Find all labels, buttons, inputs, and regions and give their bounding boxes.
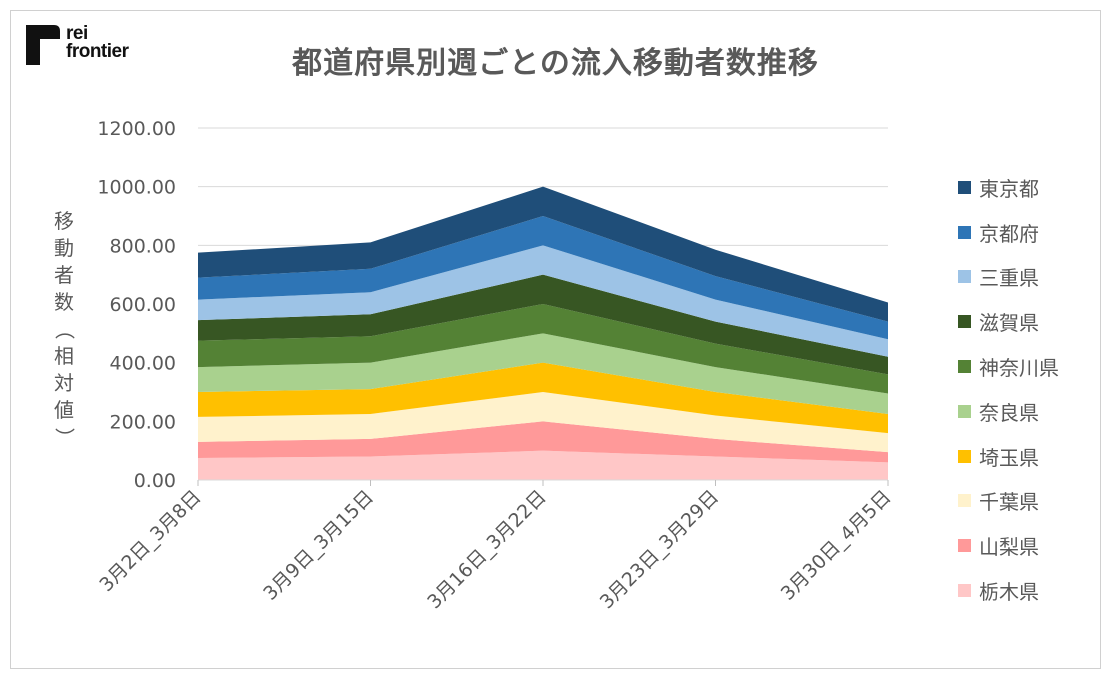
- legend-item: 京都府: [958, 210, 1059, 255]
- legend-label: 東京都: [979, 176, 1039, 201]
- y-tick-label: 600.00: [110, 294, 176, 316]
- y-axis-label-char: 者: [54, 263, 74, 287]
- legend-label: 滋賀県: [979, 311, 1039, 336]
- legend-item: 神奈川県: [958, 344, 1059, 389]
- area-series-奈良県: [198, 333, 888, 414]
- area-series-神奈川県: [198, 304, 888, 394]
- x-tick-label: 3月23日_3月29日: [596, 486, 723, 613]
- y-axis-label-char: 数: [54, 290, 74, 314]
- legend-item: 東京都: [958, 165, 1059, 210]
- y-axis-label-char: 値: [54, 398, 74, 422]
- legend-item: 奈良県: [958, 389, 1059, 434]
- y-axis-label-char: 対: [54, 371, 74, 395]
- chart-title: 都道府県別週ごとの流入移動者数推移: [292, 46, 819, 81]
- area-series-栃木県: [198, 450, 888, 480]
- legend-item: 千葉県: [958, 479, 1059, 524]
- y-tick-label: 200.00: [110, 411, 176, 433]
- area-series-埼玉県: [198, 362, 888, 434]
- legend-item: 滋賀県: [958, 299, 1059, 344]
- legend-label: 神奈川県: [979, 356, 1059, 381]
- legend-swatch: [958, 315, 971, 329]
- legend-swatch: [958, 225, 971, 239]
- y-tick-label: 800.00: [110, 235, 176, 257]
- legend-swatch: [958, 270, 971, 284]
- legend-label: 京都府: [979, 221, 1039, 246]
- area-series-三重県: [198, 245, 888, 357]
- legend-label: 三重県: [979, 266, 1039, 291]
- x-tick-label: 3月30日_4月5日: [777, 486, 896, 605]
- legend-swatch: [958, 449, 971, 463]
- legend-swatch: [958, 404, 971, 418]
- x-tick-label: 3月2日_3月8日: [95, 486, 205, 596]
- legend-item: 山梨県: [958, 523, 1059, 568]
- y-axis-label-char: 相: [54, 344, 74, 368]
- legend-label: 奈良県: [979, 400, 1039, 425]
- legend: 東京都京都府三重県滋賀県神奈川県奈良県埼玉県千葉県山梨県栃木県: [958, 165, 1059, 613]
- legend-item: 三重県: [958, 255, 1059, 300]
- legend-label: 千葉県: [979, 490, 1039, 515]
- y-tick-label: 1200.00: [97, 118, 176, 140]
- legend-swatch: [958, 539, 971, 553]
- legend-item: 栃木県: [958, 568, 1059, 613]
- legend-label: 山梨県: [979, 535, 1039, 560]
- x-tick-label: 3月9日_3月15日: [259, 486, 378, 605]
- area-series-千葉県: [198, 392, 888, 453]
- legend-swatch: [958, 584, 971, 598]
- legend-label: 栃木県: [979, 580, 1039, 605]
- logo-mark-icon: [26, 25, 60, 65]
- legend-item: 埼玉県: [958, 434, 1059, 479]
- legend-label: 埼玉県: [979, 445, 1039, 470]
- area-series-滋賀県: [198, 274, 888, 375]
- area-series-京都府: [198, 216, 888, 340]
- y-axis-label-char: 動: [54, 236, 74, 260]
- area-series-東京都: [198, 186, 888, 322]
- rei-frontier-logo: rei frontier: [26, 23, 129, 65]
- legend-swatch: [958, 180, 971, 194]
- y-tick-label: 0.00: [134, 470, 176, 492]
- legend-swatch: [958, 494, 971, 508]
- logo-text-line2: frontier: [66, 41, 129, 62]
- legend-swatch: [958, 360, 971, 374]
- y-axis-label-char: 移: [54, 209, 74, 233]
- y-axis-label: 移動者数（相対値）: [48, 208, 80, 451]
- x-tick-label: 3月16日_3月22日: [423, 486, 550, 613]
- y-tick-label: 1000.00: [97, 177, 176, 199]
- area-series-山梨県: [198, 421, 888, 463]
- y-tick-label: 400.00: [110, 353, 176, 375]
- logo-text-line1: rei: [66, 23, 88, 44]
